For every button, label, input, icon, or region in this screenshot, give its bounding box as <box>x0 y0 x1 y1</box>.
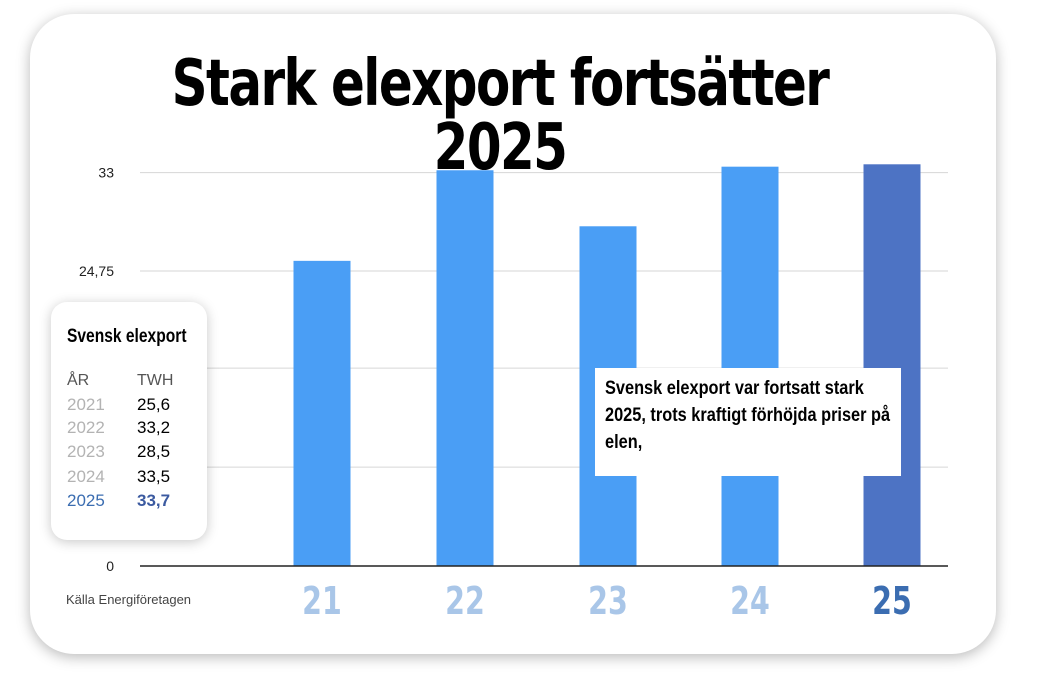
x-tick-label: 23 <box>588 579 628 623</box>
source-note: Källa Energiföretagen <box>66 592 192 607</box>
chart-title: Stark elexport fortsätter 2025 <box>171 47 830 185</box>
row-value: 33,5 <box>137 467 171 486</box>
row-value: 33,2 <box>137 418 171 437</box>
row-year: 2021 <box>67 395 105 414</box>
row-year: 2023 <box>67 442 105 461</box>
data-table-card: Svensk elexport ÅR TWH 2021 25,6 2022 33… <box>51 302 207 540</box>
row-value: 25,6 <box>137 395 171 414</box>
annotation-box: Svensk elexport var fortsatt stark 2025,… <box>595 368 901 476</box>
data-table-title: Svensk elexport <box>67 326 187 347</box>
bar <box>293 260 351 566</box>
x-tick-label: 21 <box>302 579 342 623</box>
row-year: 2024 <box>67 467 105 486</box>
row-year: 2025 <box>67 491 105 510</box>
value-column-header: TWH <box>137 372 174 389</box>
bar <box>863 164 921 566</box>
row-value: 28,5 <box>137 442 171 461</box>
row-year: 2022 <box>67 418 105 437</box>
bar <box>721 166 779 566</box>
x-tick-label: 25 <box>872 579 912 623</box>
year-column-header: ÅR <box>67 372 90 389</box>
bar <box>436 170 494 567</box>
y-tick-label: 24,75 <box>79 263 114 279</box>
annotation-text: Svensk elexport var fortsatt stark 2025,… <box>605 378 891 453</box>
row-value: 33,7 <box>137 491 171 510</box>
y-tick-label: 0 <box>106 558 114 574</box>
x-tick-label: 22 <box>445 579 485 623</box>
x-tick-label: 24 <box>730 579 770 623</box>
y-tick-label: 33 <box>98 165 114 181</box>
